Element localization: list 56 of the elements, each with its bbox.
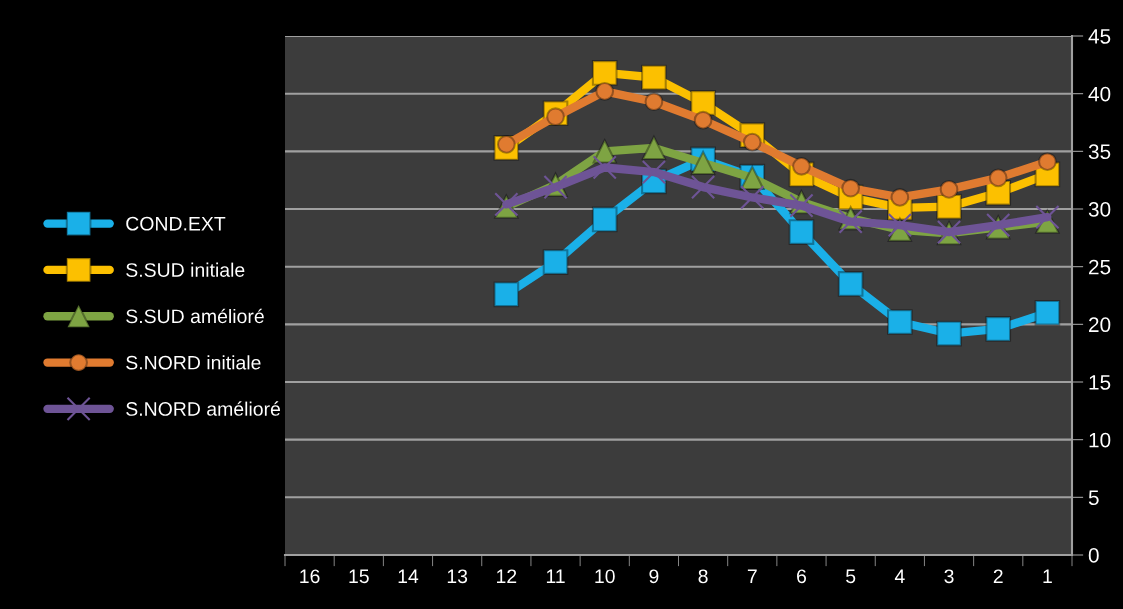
x-tick-label: 7 [747, 569, 757, 583]
point [641, 64, 667, 91]
point [690, 174, 716, 200]
point [591, 206, 618, 233]
y-tick-label: 20 [1089, 317, 1111, 333]
point [595, 81, 615, 101]
point [641, 135, 667, 161]
y-tick-label: 10 [1089, 432, 1111, 448]
point [939, 180, 959, 199]
x-tick-label: 14 [398, 569, 419, 583]
y-tick-label: 35 [1088, 144, 1111, 160]
point [493, 281, 520, 308]
x-tick-label: 15 [349, 569, 369, 584]
legend-label: COND.EXT [126, 216, 226, 231]
x-tick-label: 2 [993, 569, 1003, 583]
point [693, 110, 713, 130]
y-tick-label: 40 [1088, 86, 1111, 102]
point [936, 193, 962, 220]
legend-label: S.NORD amélioré [126, 401, 281, 416]
y-tick-label: 45 [1088, 29, 1111, 44]
x-tick-label: 4 [894, 569, 905, 583]
point [591, 60, 618, 86]
legend-label: S.SUD amélioré [126, 308, 264, 324]
x-tick-label: 3 [944, 569, 954, 584]
point [890, 188, 910, 207]
x-tick-label: 1 [1043, 569, 1052, 583]
point [592, 155, 617, 180]
point [837, 271, 864, 297]
point [1038, 152, 1057, 172]
point [985, 316, 1012, 342]
point [1034, 299, 1061, 326]
point [641, 159, 667, 185]
y-tick-label: 30 [1088, 202, 1111, 217]
point [936, 320, 962, 347]
point [887, 309, 913, 335]
legend-label: S.NORD initiale [126, 355, 261, 370]
legend-label: S.SUD initiale [126, 262, 245, 277]
point [740, 185, 765, 210]
point [644, 92, 664, 112]
y-tick-label: 25 [1089, 259, 1111, 275]
point [988, 168, 1008, 188]
x-tick-label: 8 [698, 569, 708, 584]
x-tick-label: 12 [497, 569, 517, 583]
x-tick-label: 9 [649, 569, 659, 584]
y-tick-label: 5 [1088, 490, 1099, 506]
x-tick-label: 16 [300, 569, 320, 584]
y-tick-label: 15 [1089, 375, 1111, 390]
x-tick-label: 10 [595, 569, 615, 584]
x-tick-label: 11 [546, 569, 565, 583]
point [788, 219, 815, 245]
x-tick-label: 13 [447, 569, 468, 584]
point [542, 249, 569, 275]
y-tick-label: 0 [1088, 548, 1099, 563]
x-tick-label: 6 [797, 569, 807, 584]
point [1035, 204, 1060, 230]
x-tick-label: 5 [846, 569, 856, 584]
